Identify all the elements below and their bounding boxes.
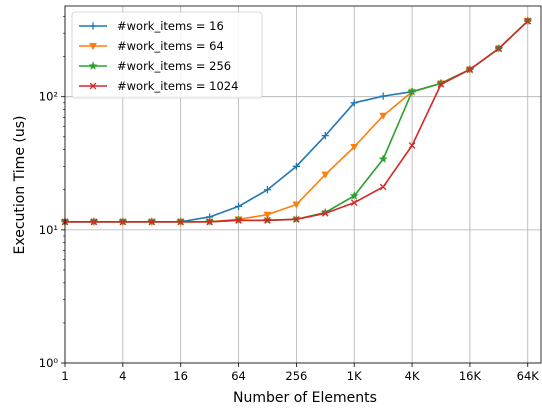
data-point	[379, 183, 387, 191]
legend-entry: #work_items = 16	[79, 19, 224, 33]
legend-label: #work_items = 256	[117, 59, 231, 73]
data-point	[379, 92, 387, 100]
data-point	[495, 45, 503, 52]
data-point	[321, 171, 330, 179]
data-point	[321, 210, 329, 217]
data-point	[88, 43, 98, 51]
data-point	[89, 82, 97, 90]
legend: #work_items = 16 #work_items = 64 #work_it…	[71, 11, 263, 99]
y-tick-label: 10²	[39, 90, 58, 104]
x-tick-label: 4	[119, 369, 126, 383]
x-tick-label: 16	[173, 369, 188, 383]
data-point	[408, 142, 416, 149]
legend-entry: #work_items = 256	[79, 59, 231, 73]
data-point	[350, 99, 358, 107]
data-point	[234, 202, 243, 211]
data-point	[177, 218, 185, 226]
data-point	[89, 22, 97, 30]
data-point	[293, 215, 300, 223]
series-layer	[60, 16, 533, 226]
x-tick-label: 16K	[459, 369, 482, 383]
legend-label: #work_items = 64	[117, 39, 224, 53]
data-point	[292, 162, 300, 170]
y-tick-label: 10¹	[39, 223, 58, 237]
data-point	[235, 216, 242, 224]
data-point	[524, 17, 532, 25]
y-axis-label: Execution Time (us)	[12, 116, 28, 255]
legend-label: #work_items = 16	[117, 19, 224, 33]
x-axis-label: Number of Elements	[233, 390, 377, 406]
data-point	[264, 216, 271, 224]
data-point	[349, 191, 359, 200]
data-point	[148, 218, 156, 226]
data-point	[263, 211, 272, 219]
x-tick-label: 1	[61, 369, 68, 383]
legend-entry: #work_items = 64	[79, 39, 224, 53]
legend-entry: #work_items = 1024	[79, 79, 238, 93]
data-point	[292, 201, 301, 209]
legend-box	[71, 11, 263, 99]
data-point	[321, 132, 329, 140]
axis-ticks: 1 4 16 64 256 1K 4K 16K 64K 10⁰ 10¹ 10²	[39, 16, 540, 383]
data-point	[466, 66, 474, 73]
data-point	[119, 218, 127, 226]
data-point	[88, 61, 98, 70]
data-point	[378, 154, 388, 163]
data-point	[379, 112, 388, 120]
data-point	[263, 186, 272, 194]
y-tick-label: 10⁰	[39, 356, 59, 370]
data-point	[437, 80, 445, 88]
data-point	[407, 86, 417, 96]
series-4	[61, 17, 532, 226]
x-tick-label: 1K	[347, 369, 362, 383]
legend-label: #work_items = 1024	[117, 79, 238, 93]
x-tick-label: 4K	[405, 369, 420, 383]
data-point	[350, 199, 358, 207]
data-point	[206, 218, 213, 226]
axes-frame	[64, 5, 542, 364]
data-point	[90, 218, 98, 226]
data-point	[350, 143, 359, 151]
x-tick-label: 256	[285, 369, 307, 383]
x-tick-label: 64	[231, 369, 246, 383]
x-tick-label: 64K	[517, 369, 540, 383]
